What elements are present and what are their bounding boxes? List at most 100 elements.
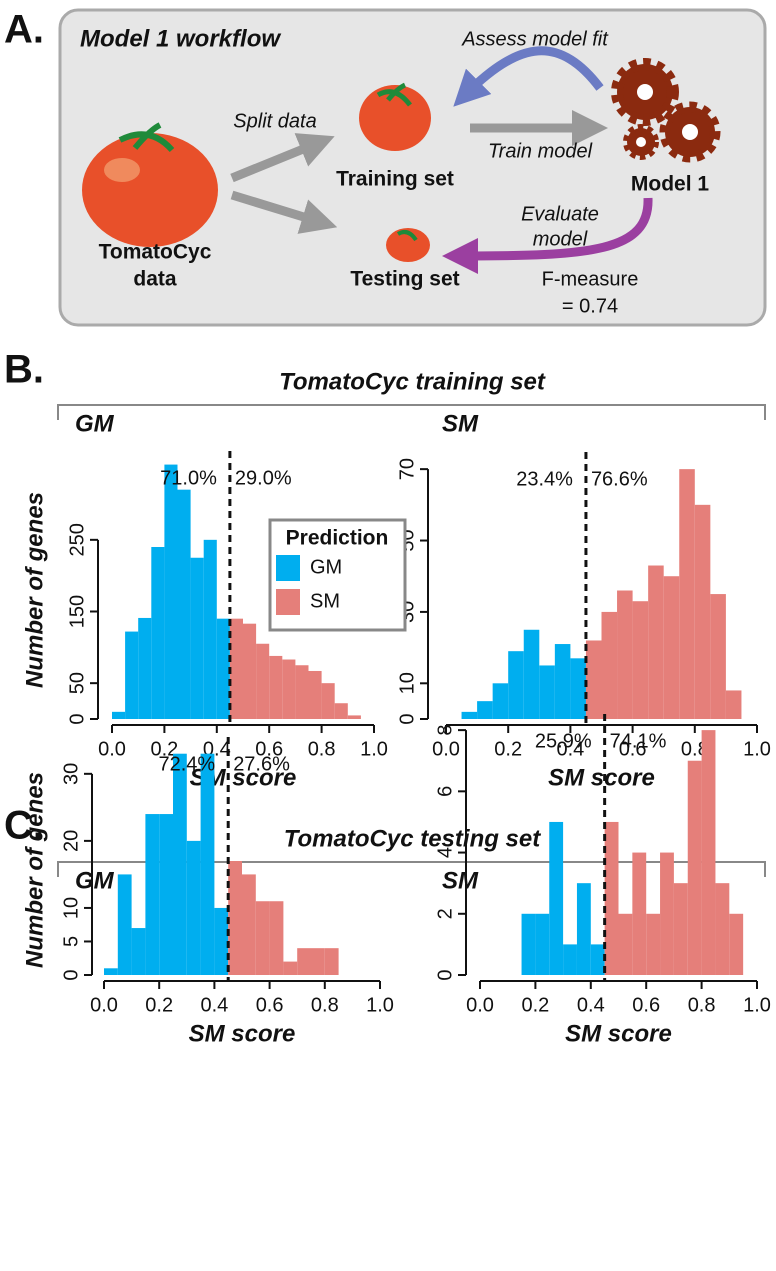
node-label: Testing set: [350, 268, 459, 291]
gear-hole: [637, 84, 653, 100]
node-label: TomatoCyc: [99, 241, 212, 264]
bar: [138, 617, 152, 719]
x-tick-label: 0.6: [255, 738, 283, 760]
bar: [308, 670, 322, 719]
bar: [297, 948, 311, 975]
chart-title: SM: [442, 410, 479, 437]
tomato-leaf: [396, 230, 418, 242]
bar: [228, 861, 242, 975]
percent-label: 71.0%: [160, 467, 217, 489]
x-tick-label: 0.6: [256, 994, 284, 1016]
x-tick-label: 1.0: [743, 994, 771, 1016]
bar: [295, 665, 309, 719]
bar: [663, 576, 680, 719]
bar: [112, 711, 126, 719]
bar: [539, 665, 555, 719]
bar: [190, 557, 204, 719]
bar: [321, 683, 335, 719]
y-tick-label: 150: [66, 595, 88, 628]
x-tick-label: 0.2: [145, 994, 173, 1016]
bar: [203, 539, 217, 719]
x-tick-label: 0.8: [308, 738, 336, 760]
x-tick-label: 1.0: [743, 738, 771, 760]
bar: [186, 840, 201, 975]
y-tick-label: 6: [434, 786, 456, 797]
chart-title: GM: [75, 410, 115, 437]
bar: [282, 659, 296, 719]
x-tick-label: 0.2: [494, 738, 522, 760]
y-tick-label: 4: [434, 847, 456, 858]
gear-hole: [636, 137, 646, 147]
y-tick-label: 10: [60, 897, 82, 919]
metric: = 0.74: [562, 295, 618, 317]
chart-title: SM: [442, 867, 479, 894]
bar: [554, 644, 571, 719]
bar: [687, 760, 702, 975]
bar: [590, 944, 605, 975]
bar: [563, 944, 577, 975]
y-axis-label: Number of genes: [21, 492, 48, 688]
chart-title: GM: [75, 867, 115, 894]
step-label: Split data: [233, 110, 316, 132]
x-axis-label: SM score: [548, 764, 655, 791]
bar: [521, 913, 536, 975]
bar: [145, 814, 160, 975]
bar: [311, 948, 325, 975]
y-tick-label: 8: [434, 725, 456, 736]
bar: [229, 618, 243, 719]
bar: [679, 469, 695, 719]
bar: [256, 643, 270, 719]
bar: [648, 565, 664, 719]
x-tick-label: 0.4: [577, 994, 605, 1016]
y-tick-label: 0: [396, 713, 418, 724]
bar: [617, 590, 633, 719]
tomato: [386, 228, 430, 262]
x-tick-label: 0.0: [90, 994, 118, 1016]
bar: [508, 651, 524, 719]
bar: [200, 753, 215, 975]
step-label: Train model: [488, 140, 593, 162]
x-tick-label: 1.0: [360, 738, 388, 760]
panel-title: TomatoCyc training set: [279, 368, 546, 395]
x-tick-label: 0.0: [466, 994, 494, 1016]
y-tick-label: 10: [396, 672, 418, 694]
y-axis-label: Number of genes: [21, 772, 48, 968]
metric: F-measure: [542, 268, 639, 290]
y-tick-label: 0: [434, 969, 456, 980]
percent-label: 27.6%: [233, 753, 290, 775]
bar: [570, 658, 586, 719]
bar: [715, 883, 730, 975]
bar: [646, 913, 661, 975]
step-label: Evaluate: [521, 203, 599, 225]
bar: [243, 623, 257, 719]
percent-label: 74.1%: [610, 730, 667, 752]
tomato: [82, 133, 218, 247]
legend-swatch: [276, 589, 300, 615]
x-tick-label: 0.4: [556, 738, 584, 760]
workflow-title: Model 1 workflow: [80, 25, 281, 52]
step-label: model: [533, 228, 588, 250]
y-tick-label: 70: [396, 458, 418, 480]
bar: [461, 711, 478, 719]
y-tick-label: 2: [434, 908, 456, 919]
x-tick-label: 0.2: [150, 738, 178, 760]
bar: [164, 464, 178, 719]
node-label: Model 1: [631, 173, 709, 196]
x-tick-label: 0.4: [200, 994, 228, 1016]
x-tick-label: 0.0: [432, 738, 460, 760]
arrow: [230, 133, 335, 183]
arrow: [442, 197, 653, 274]
bar: [173, 753, 187, 975]
bar: [694, 504, 711, 719]
bar: [523, 629, 540, 719]
panel-label: B.: [4, 348, 44, 392]
bar: [660, 852, 674, 975]
bar: [673, 883, 688, 975]
step-label: Assess model fit: [461, 28, 609, 50]
x-axis-label: SM score: [189, 1020, 296, 1047]
bar: [104, 968, 118, 975]
bar: [159, 814, 173, 975]
legend-label: GM: [310, 556, 342, 578]
x-tick-label: 0.0: [98, 738, 126, 760]
bar: [214, 907, 229, 975]
